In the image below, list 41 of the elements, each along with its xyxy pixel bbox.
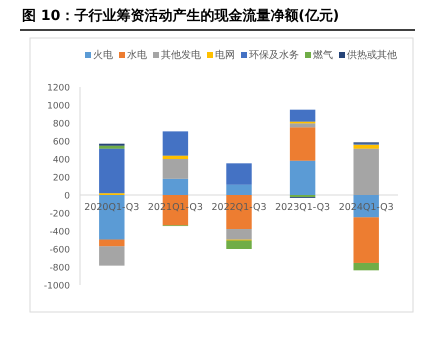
bar [99,240,125,246]
y-tick-label: 1200 [47,84,70,94]
bar [162,178,188,195]
bar [99,148,125,194]
bar [99,146,125,149]
y-tick-label: 0 [64,192,70,202]
legend-label: 其他发电 [161,49,201,61]
y-tick-label: -800 [50,264,70,274]
bar [353,262,379,270]
y-tick-label: -1000 [44,282,70,292]
bar [162,159,188,179]
legend-label: 环保及水务 [249,49,299,61]
legend-label: 水电 [127,49,147,61]
y-tick-label: -200 [50,210,70,220]
x-tick-label: 2023Q1-Q3 [275,202,330,213]
legend-label: 电网 [215,49,235,61]
bar [290,127,316,161]
bar [226,163,252,185]
bar [353,217,379,263]
bar [290,160,316,195]
bar [290,123,316,128]
bar [226,229,252,240]
bar [162,156,188,159]
y-tick-label: 400 [52,156,70,166]
y-tick-label: -400 [50,228,70,238]
y-tick-label: 200 [52,174,70,184]
legend-label: 火电 [93,49,113,61]
y-tick-label: 600 [52,138,70,148]
y-tick-label: -600 [50,246,70,256]
bar [353,144,379,149]
y-tick-label: 800 [52,120,70,130]
bar [99,246,125,266]
bar [353,148,379,195]
bar [226,184,252,195]
bar [290,110,316,122]
chart-title: 图 10：子行业筹资活动产生的现金流量净额(亿元) [22,7,340,24]
legend-label: 供热或其他 [347,49,397,61]
y-tick-label: 1000 [47,102,70,112]
legend-label: 燃气 [313,49,333,61]
bar [226,240,252,249]
bar [162,131,188,156]
